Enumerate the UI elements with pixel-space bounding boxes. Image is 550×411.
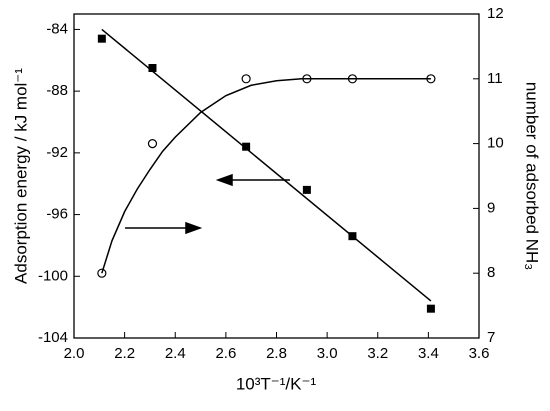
square-marker: [242, 142, 251, 151]
y-tick-label: -92: [46, 144, 68, 161]
y-tick-label: -104: [38, 329, 68, 346]
square-marker: [426, 304, 435, 313]
y2-tick-label: 9: [487, 199, 495, 216]
y-tick-label: -100: [38, 267, 68, 284]
y2-axis-label: number of adsorbed NH₃: [523, 82, 542, 270]
x-tick-label: 3.2: [367, 345, 388, 362]
x-tick-label: 2.8: [266, 345, 287, 362]
circle-marker: [147, 139, 158, 149]
x-tick-label: 2.0: [64, 345, 85, 362]
x-tick-label: 3.6: [469, 345, 490, 362]
y2-tick-label: 12: [487, 5, 504, 22]
y-tick-label: -84: [46, 20, 68, 37]
arrow-right: [125, 221, 203, 235]
x-tick-label: 2.4: [165, 345, 186, 362]
x-tick-label: 2.2: [114, 345, 135, 362]
fit-line: [101, 78, 431, 274]
circle-marker: [241, 74, 251, 84]
arrow-left: [215, 173, 290, 187]
y-tick-label: -96: [46, 206, 68, 223]
y2-tick-label: 8: [487, 264, 495, 281]
x-tick-label: 3.4: [418, 345, 439, 362]
square-marker: [302, 185, 311, 194]
y-tick-label: -88: [46, 82, 68, 99]
x-tick-label: 3.0: [317, 345, 338, 362]
plot-frame: [73, 13, 480, 339]
x-tick-label: 2.6: [215, 345, 236, 362]
x-axis-label: 10³T⁻¹/K⁻¹: [236, 374, 317, 393]
y2-tick-label: 7: [487, 329, 495, 346]
square-marker: [97, 34, 106, 43]
y2-tick-label: 11: [487, 70, 503, 87]
y-axis-label: Adsorption energy / kJ mol⁻¹: [11, 68, 30, 284]
square-marker: [148, 64, 157, 72]
y2-tick-label: 10: [487, 135, 504, 152]
fit-line: [101, 28, 432, 302]
